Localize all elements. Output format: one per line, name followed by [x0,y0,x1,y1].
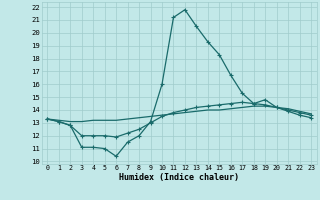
X-axis label: Humidex (Indice chaleur): Humidex (Indice chaleur) [119,173,239,182]
